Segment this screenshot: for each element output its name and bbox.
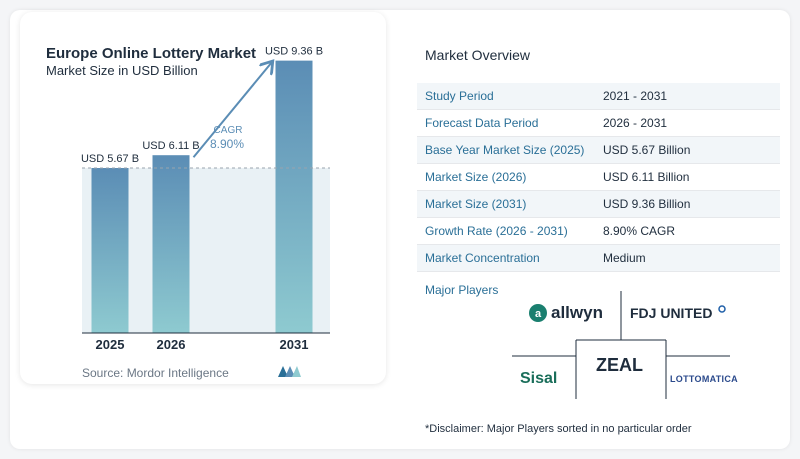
overview-value: 2026 - 2031: [595, 109, 780, 137]
bar-2025: [91, 168, 129, 333]
value-label-2031: USD 9.36 B: [265, 46, 323, 58]
overview-row: Growth Rate (2026 - 2031) 8.90% CAGR: [417, 217, 780, 245]
player-allwyn: allwyn: [551, 303, 603, 322]
player-fdj-united: FDJ UNITED: [630, 305, 713, 321]
overview-row: Study Period 2021 - 2031: [417, 83, 780, 110]
overview-value: USD 9.36 Billion: [595, 190, 780, 218]
overview-row: Market Size (2031) USD 9.36 Billion: [417, 190, 780, 218]
overview-key: Growth Rate (2026 - 2031): [417, 217, 595, 245]
bar-2031: [275, 60, 313, 334]
mordor-logo-icon: [278, 366, 301, 377]
overview-key: Market Concentration: [417, 244, 595, 272]
overview-row: Base Year Market Size (2025) USD 5.67 Bil…: [417, 136, 780, 164]
overview-key: Base Year Market Size (2025): [417, 136, 595, 164]
svg-text:a: a: [535, 308, 542, 320]
overview-row: Market Size (2026) USD 6.11 Billion: [417, 163, 780, 191]
value-label-2026: USD 6.11 B: [142, 140, 199, 152]
overview-key: Market Size (2026): [417, 163, 595, 191]
disclaimer: *Disclaimer: Major Players sorted in no …: [425, 423, 692, 435]
overview-value: 2021 - 2031: [595, 83, 780, 110]
overview-key: Market Size (2031): [417, 190, 595, 218]
allwyn-logo-icon: [529, 304, 547, 322]
major-players-label: Major Players: [425, 283, 499, 297]
chart-title: Europe Online Lottery Market: [46, 45, 257, 62]
cagr-label: CAGR: [214, 125, 243, 136]
overview-row: Market Concentration Medium: [417, 244, 780, 272]
overview-key: Study Period: [417, 83, 595, 110]
tick-label-2031: 2031: [280, 337, 309, 352]
bar-2026: [152, 155, 190, 333]
value-label-2025: USD 5.67 B: [81, 153, 139, 165]
overview-row: Forecast Data Period 2026 - 2031: [417, 109, 780, 137]
chart-subtitle: Market Size in USD Billion: [46, 63, 198, 78]
cagr-arrow: [192, 63, 272, 158]
overview-value: Medium: [595, 244, 780, 272]
overview-value: 8.90% CAGR: [595, 217, 780, 245]
player-lottomatica: LOTTOMATICA: [670, 374, 738, 384]
player-zeal: ZEAL: [596, 355, 643, 375]
tick-label-2025: 2025: [96, 337, 125, 352]
overview-key: Forecast Data Period: [417, 109, 595, 137]
overview-value: USD 6.11 Billion: [595, 163, 780, 191]
cagr-value: 8.90%: [210, 137, 244, 151]
source-text: Source: Mordor Intelligence: [82, 366, 229, 380]
overview-table: Study Period 2021 - 2031 Forecast Data Per…: [417, 83, 780, 272]
fdj-logo-icon: [718, 305, 726, 313]
player-sisal: Sisal: [520, 370, 558, 387]
overview-value: USD 5.67 Billion: [595, 136, 780, 164]
overview-title: Market Overview: [425, 47, 531, 63]
tick-label-2026: 2026: [157, 337, 186, 352]
